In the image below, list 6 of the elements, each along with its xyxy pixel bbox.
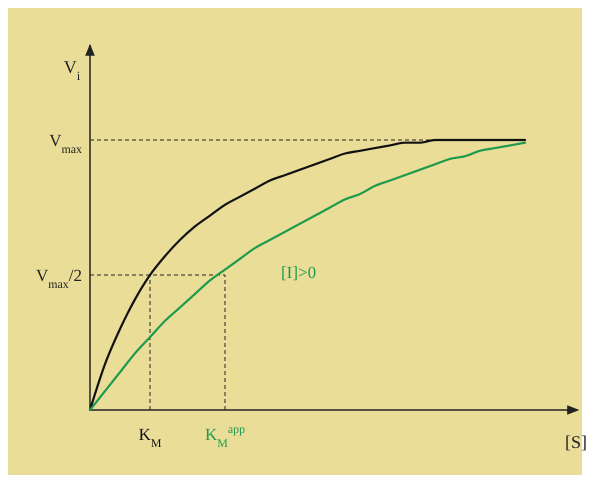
series-label: [I]>0 (281, 262, 316, 282)
y-axis-title: V$_{i}$ (64, 57, 81, 83)
x-tick-label: K$_{M}$ (138, 425, 162, 450)
ref-line-label: V$_{max}$/2 (36, 266, 82, 291)
ref-line-label: V$_{max}$ (49, 131, 82, 156)
x-axis-title: [S] (565, 432, 587, 452)
